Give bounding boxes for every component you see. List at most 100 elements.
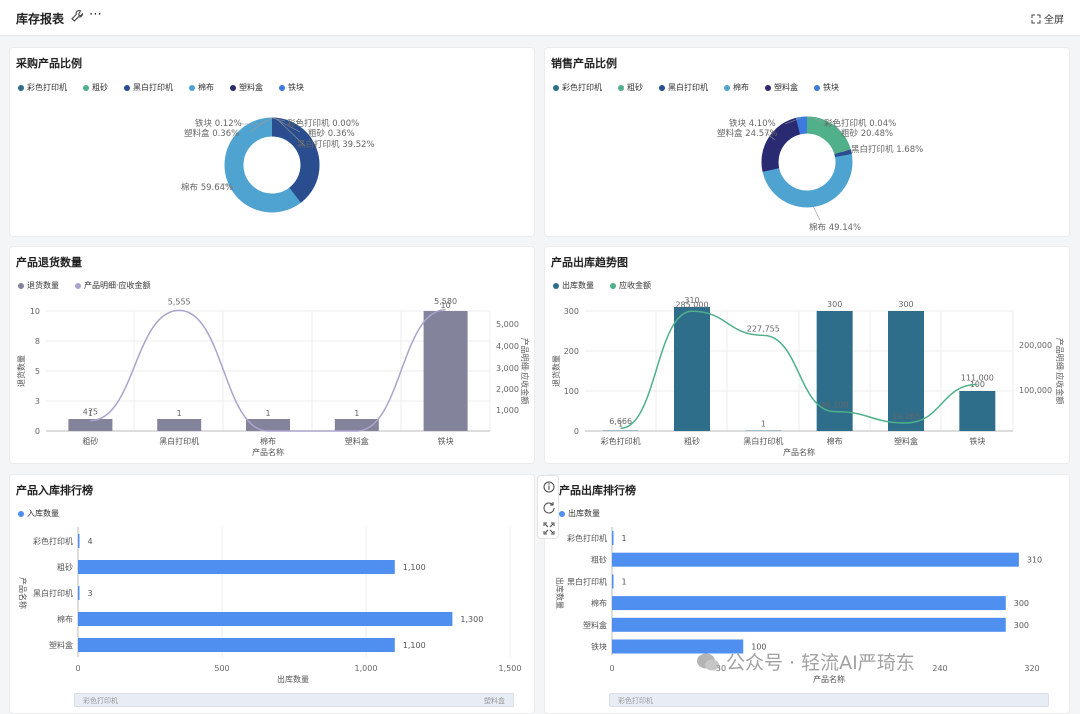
bar-returns[interactable] <box>157 419 201 431</box>
bar-label: 1,100 <box>403 563 426 572</box>
wechat-icon <box>696 652 720 672</box>
bar-label: 1 <box>761 420 766 429</box>
x-tick: 0 <box>75 664 80 673</box>
returns-card: 产品退货数量 退货数量 产品明细·应收金额 0 3 5 8 10 1,000 2… <box>9 246 535 464</box>
x-tick: 铁块 <box>969 436 985 446</box>
more-icon[interactable]: ⋯ <box>89 7 103 22</box>
bar-label: 300 <box>827 300 842 309</box>
pie-label: 彩色打印机 0.04% <box>824 118 896 129</box>
pie-label: 彩色打印机 0.00% <box>287 118 359 129</box>
y2-axis-ticks: 1,000 2,000 3,000 4,000 5,000 <box>496 320 519 415</box>
expand-icon <box>1031 14 1041 24</box>
y-axis-label: 退货数量 <box>16 355 26 387</box>
pie-label: 黑白打印机 1.68% <box>851 144 923 155</box>
bar-rank[interactable] <box>612 531 614 545</box>
bar-rank[interactable] <box>612 618 1006 632</box>
bar-outbound[interactable] <box>817 311 853 431</box>
watermark: 公众号 · 轻流AI严琦东 <box>696 648 915 675</box>
info-icon[interactable] <box>544 482 554 492</box>
bar-rank[interactable] <box>78 560 395 574</box>
y2-tick: 200,000 <box>1019 341 1052 350</box>
bar-label: 1 <box>622 534 627 543</box>
bar-label: 4 <box>88 537 93 546</box>
refresh-icon[interactable] <box>544 502 554 513</box>
y-tick: 3 <box>35 397 40 406</box>
bar-rank[interactable] <box>78 534 80 548</box>
expand-icon[interactable] <box>544 523 554 534</box>
data-zoom-slider[interactable]: 彩色打印机 <box>609 693 1049 707</box>
bar-rank[interactable] <box>612 596 1006 610</box>
pie-label: 铁块 0.12% <box>195 118 242 129</box>
x-axis-label: 出库数量 <box>277 674 309 684</box>
y2-axis-ticks: 100,000 200,000 <box>1019 341 1052 395</box>
line-label: 285,000 <box>675 300 708 309</box>
bar-rank[interactable] <box>78 586 80 600</box>
x-tick: 塑料盒 <box>894 436 918 446</box>
y-tick: 粗砂 <box>57 562 73 572</box>
y2-tick: 3,000 <box>496 364 519 373</box>
x-tick: 1,500 <box>499 664 522 673</box>
bar-label: 300 <box>898 300 913 309</box>
bar-label: 1 <box>177 409 182 418</box>
y-tick: 棉布 <box>57 614 73 624</box>
y-tick: 铁块 <box>591 642 607 652</box>
data-zoom-slider[interactable]: 彩色打印机 塑料盒 <box>74 693 514 707</box>
x-tick: 粗砂 <box>82 436 98 446</box>
pie-label: 塑料盒 24.57% <box>717 128 778 139</box>
x-tick: 黑白打印机 <box>743 436 783 446</box>
bar-returns[interactable] <box>424 311 468 431</box>
wrench-icon[interactable] <box>70 9 84 23</box>
bar-rank[interactable] <box>78 612 452 626</box>
y2-tick: 5,000 <box>496 320 519 329</box>
bar-label: 1 <box>354 409 359 418</box>
chart-toolbox <box>537 475 559 539</box>
x-tick: 1,000 <box>355 664 378 673</box>
y-tick: 彩色打印机 <box>567 533 607 543</box>
sales-ratio-card: 销售产品比例 彩色打印机 粗砂 黑白打印机 棉布 塑料盒 铁块 彩色打印机 0.… <box>544 47 1070 237</box>
line-label: 5,555 <box>168 297 191 306</box>
fullscreen-button[interactable]: 全屏 <box>1031 11 1064 26</box>
x-tick: 粗砂 <box>684 436 700 446</box>
bar-rank[interactable] <box>78 638 395 652</box>
y-axis-ticks: 0 100 200 300 <box>564 307 579 436</box>
y-tick: 黑白打印机 <box>33 588 73 598</box>
y-tick: 0 <box>574 427 579 436</box>
x-axis-label: 产品名称 <box>813 674 845 684</box>
x-tick: 黑白打印机 <box>159 436 199 446</box>
bar-rank[interactable] <box>612 574 614 588</box>
outbound-trend-card: 产品出库趋势图 出库数量 应收金额 0 100 200 300 100,000 … <box>544 246 1070 464</box>
y-tick: 粗砂 <box>591 555 607 565</box>
x-axis-label: 产品名称 <box>783 447 815 457</box>
purchase-pie-chart: 彩色打印机 0.00% 粗砂 0.36% 黑白打印机 39.52% 棉布 59.… <box>10 48 535 237</box>
y-tick: 0 <box>35 427 40 436</box>
bar-label: 300 <box>1014 621 1029 630</box>
bar-label: 300 <box>1014 599 1029 608</box>
line-label: 111,000 <box>961 373 994 382</box>
bar-label: 3 <box>88 589 93 598</box>
slider-end-label: 塑料盒 <box>484 696 505 706</box>
x-tick: 320 <box>1024 664 1039 673</box>
bar-rank[interactable] <box>612 553 1019 567</box>
pie-label: 棉布 49.14% <box>809 222 861 233</box>
y-tick: 8 <box>35 337 40 346</box>
y-tick: 塑料盒 <box>49 640 73 650</box>
bar-label: 1 <box>622 577 627 586</box>
x-tick: 铁块 <box>438 436 454 446</box>
y-axis-label: 出库数量 <box>555 577 565 609</box>
y-tick: 棉布 <box>591 598 607 608</box>
y-tick: 100 <box>564 387 579 396</box>
outbound-trend-chart: 0 100 200 300 100,000 200,000 退货数量 产品明细·… <box>545 247 1070 464</box>
y-tick: 200 <box>564 347 579 356</box>
y2-tick: 2,000 <box>496 385 519 394</box>
bar-outbound[interactable] <box>674 307 710 431</box>
x-tick: 塑料盒 <box>345 436 369 446</box>
bar-outbound[interactable] <box>959 391 995 431</box>
x-tick: 棉布 <box>260 436 276 446</box>
y-tick: 10 <box>30 307 40 316</box>
fullscreen-label: 全屏 <box>1044 11 1064 26</box>
y2-tick: 1,000 <box>496 406 519 415</box>
toolbox-icons <box>538 476 560 540</box>
y2-tick: 4,000 <box>496 342 519 351</box>
x-tick: 500 <box>214 664 229 673</box>
y2-axis-label: 产品明细·应收金额 <box>1055 338 1065 405</box>
